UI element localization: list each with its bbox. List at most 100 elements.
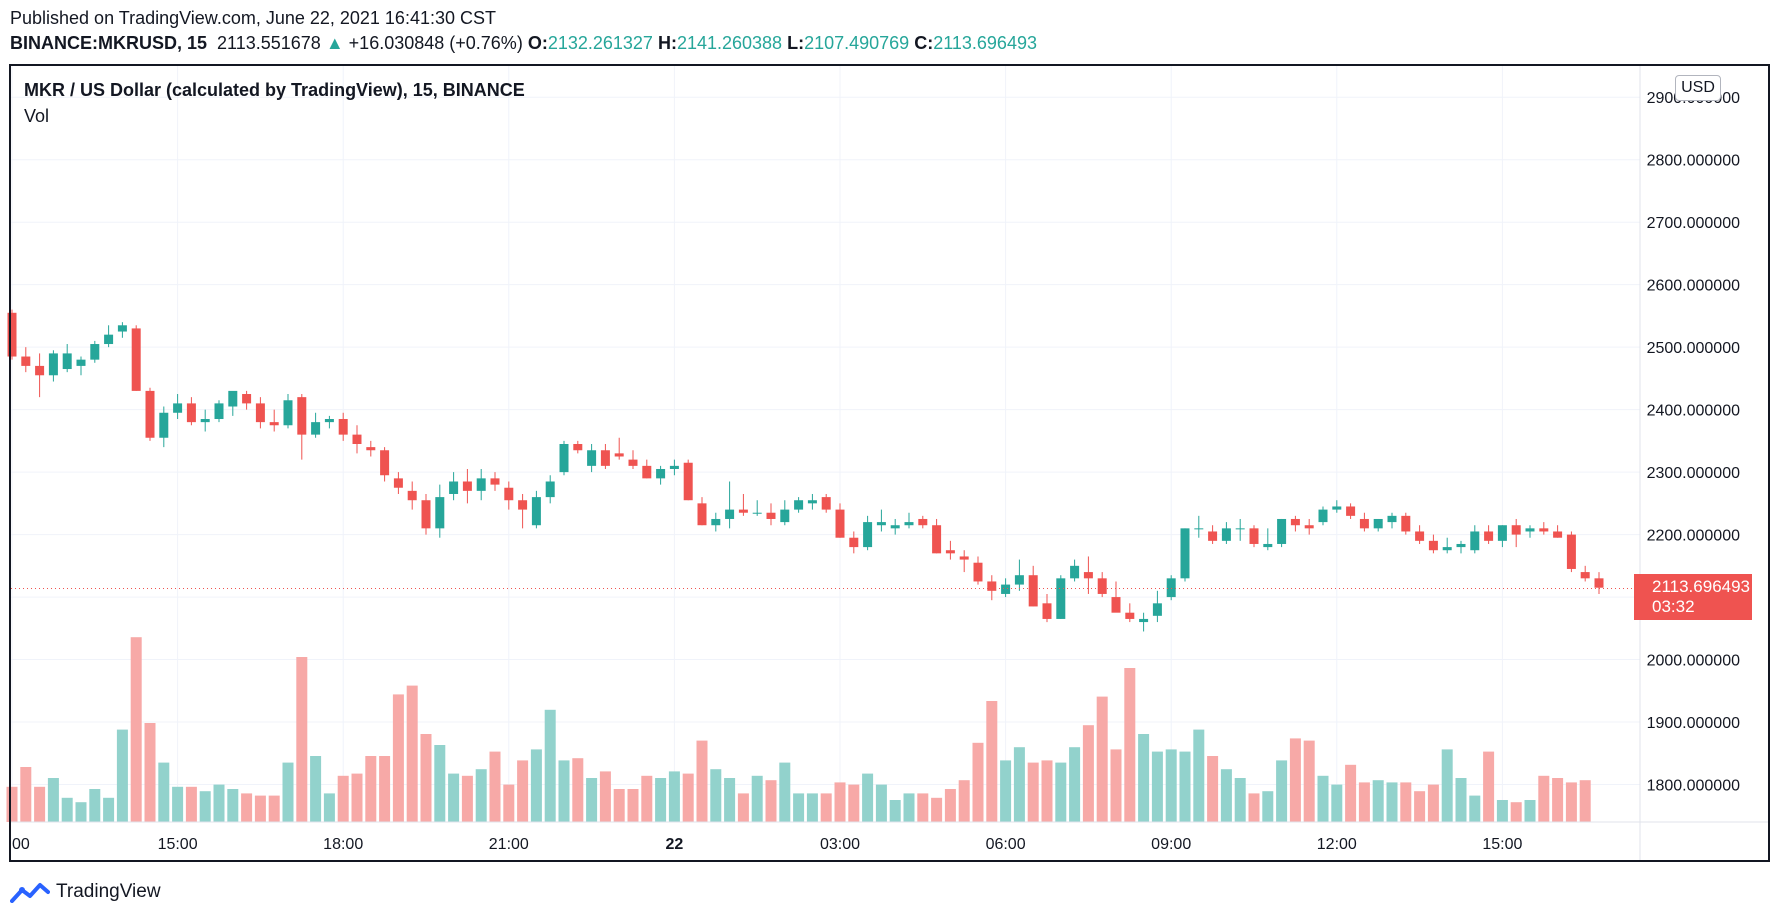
volume-bar [958,780,970,822]
candle-body [863,522,873,548]
candle-body [117,325,127,332]
candle-body [1249,528,1259,544]
candle-body [600,450,610,466]
ohlc-line: BINANCE:MKRUSD, 15 2113.551678 ▲ +16.030… [10,33,1037,54]
candle-body [738,509,748,513]
volume-bar [172,786,184,822]
volume-bar [351,773,363,822]
volume-bar [751,775,763,822]
volume-bar [599,771,611,822]
volume-bar [530,749,542,822]
volume-bar [806,793,818,822]
volume-bar [558,760,570,822]
volume-bar [655,778,667,822]
candle-body [573,444,583,451]
candle-body [21,356,31,366]
volume-bar [1565,782,1577,822]
y-tick-label: 2700.000000 [1647,215,1741,232]
candle-body [1014,575,1024,585]
candle-body [849,537,859,548]
volume-bar [406,685,418,822]
volume-bar [1220,769,1232,822]
volume-bar [1455,778,1467,822]
volume-bar [475,769,487,822]
candle-body [1290,518,1300,526]
candle-body [352,434,362,444]
volume-bar [1579,780,1591,822]
volume-bar [1496,800,1508,822]
candle-body [559,444,569,473]
volume-bar [241,793,253,822]
y-tick-label: 1900.000000 [1647,715,1741,732]
volume-bar [1303,740,1315,822]
candle-body [1470,531,1480,551]
candle-body [697,503,707,526]
candle-body [1539,528,1549,532]
volume-bar [1041,760,1053,822]
candle-body [752,512,762,514]
candle-body [76,359,86,366]
volume-bar [1345,764,1357,822]
volume-bar [1151,751,1163,822]
volume-bar [903,793,915,822]
volume-bar [1331,784,1343,822]
candle-body [807,500,817,504]
volume-bar [572,758,584,822]
volume-bar [862,773,874,822]
candle-body [186,403,196,423]
volume-bar [668,771,680,822]
volume-bar [1386,782,1398,822]
volume-bar [75,802,87,822]
candle-body [890,525,900,529]
candle-body [987,581,997,591]
volume-bar [1276,760,1288,822]
volume-bar [696,740,708,822]
candle-body [1456,543,1466,548]
candle-body [145,390,155,438]
volume-bar [310,756,322,822]
volume-bar [1207,756,1219,822]
candle-body [255,403,265,423]
y-tick-label: 2300.000000 [1647,465,1741,482]
candle-body [1277,518,1287,544]
x-tick-label: 21:00 [489,836,529,853]
y-tick-label: 2600.000000 [1647,278,1741,295]
low-label: L: [787,33,805,53]
candle-body [780,509,790,523]
candle-body [1221,528,1231,541]
candle-body [669,465,679,469]
candle-body [642,465,652,479]
y-tick-label: 1800.000000 [1647,778,1741,795]
volume-bar [848,784,860,822]
volume-bar [889,800,901,822]
candle-body [1497,525,1507,541]
volume-bar [1000,760,1012,822]
volume-bar [1013,747,1025,822]
candle-body [1166,578,1176,598]
tradingview-brand[interactable]: TradingView [10,878,161,906]
volume-bar [1234,778,1246,822]
volume-bar [1124,668,1136,822]
volume-bar [89,789,101,822]
volume-bar [1193,729,1205,822]
currency-button[interactable]: USD [1675,75,1721,101]
open-value: 2132.261327 [547,33,653,53]
candle-body [945,550,955,554]
candle-body [766,512,776,519]
candle-body [1180,528,1190,579]
candle-body [835,509,845,538]
x-tick-label: 03:00 [820,836,860,853]
volume-bar [641,775,653,822]
candle-body [918,518,928,526]
tradingview-logo-icon [10,883,50,903]
volume-bar [931,797,943,822]
candle-body [1401,515,1411,532]
candle-body [683,462,693,501]
volume-bar [875,784,887,822]
candle-body [628,459,638,466]
y-tick-label: 2800.000000 [1647,153,1741,170]
volume-bar [1248,793,1260,822]
symbol-label: BINANCE:MKRUSD, 15 [10,33,208,53]
volume-bar [420,734,432,822]
